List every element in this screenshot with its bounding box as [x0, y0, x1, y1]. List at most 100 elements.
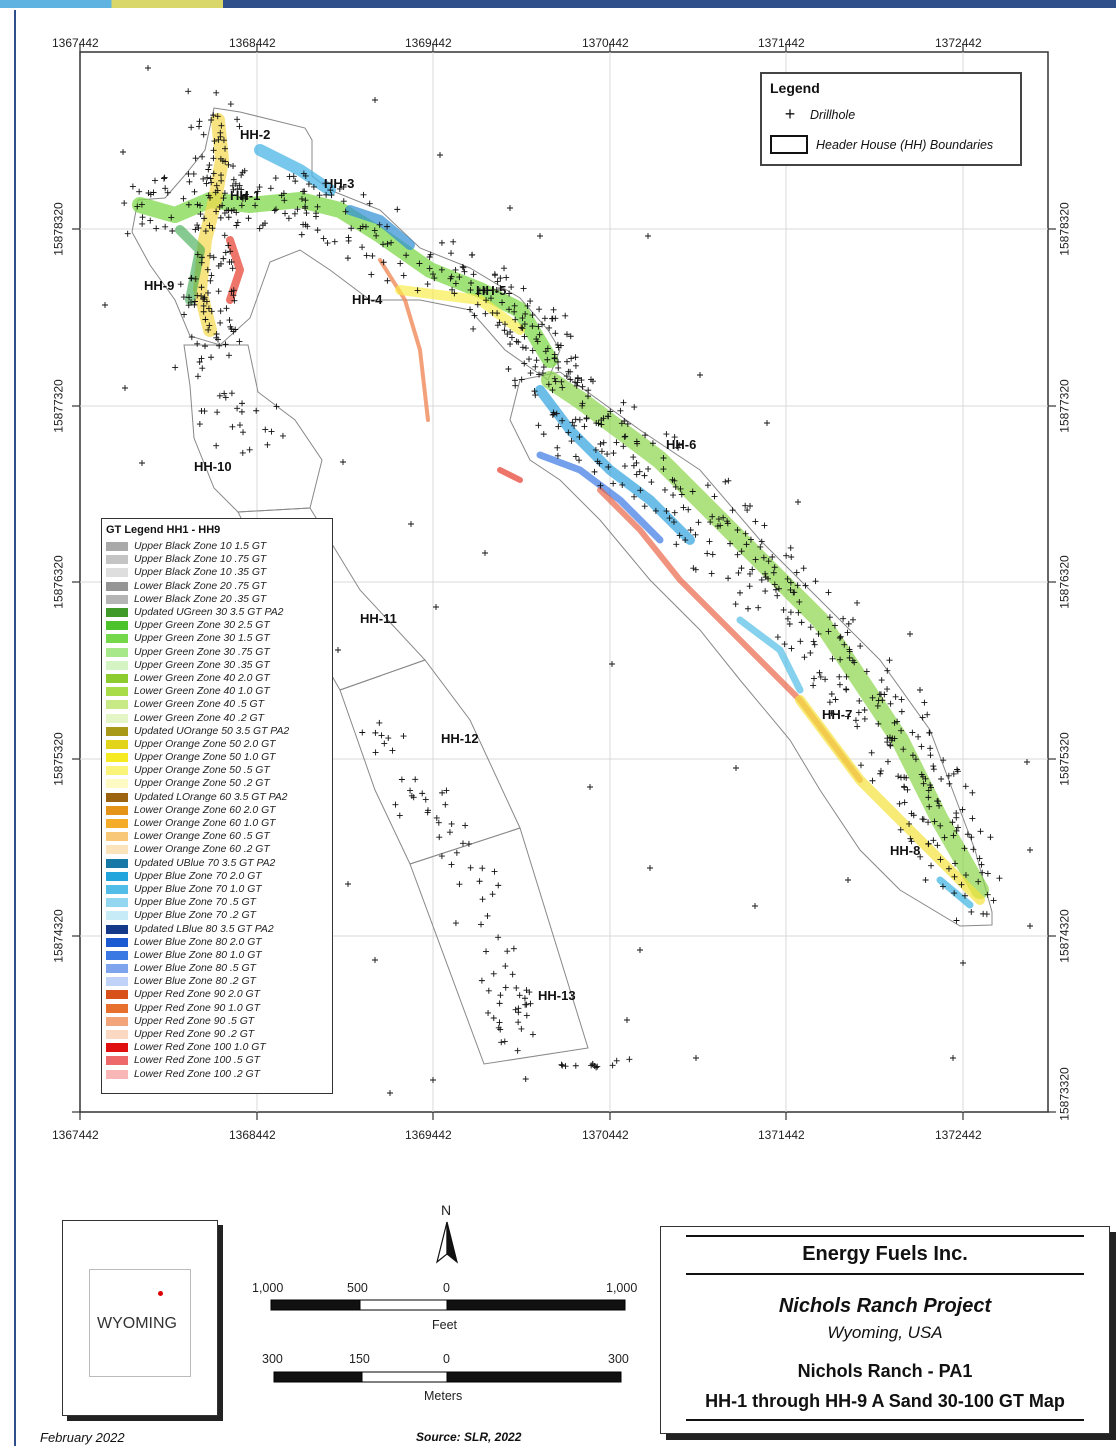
drillhole-icon [795, 609, 802, 616]
drillhole-icon [238, 172, 245, 179]
drillhole-icon [906, 820, 913, 827]
drillhole-icon [138, 201, 145, 208]
drillhole-icon [787, 579, 794, 586]
gt-legend-label: Lower Blue Zone 80 1.0 GT [134, 949, 262, 961]
drillhole-icon [596, 460, 603, 467]
drillhole-icon [507, 341, 514, 348]
drillhole-icon [970, 846, 977, 853]
drillhole-icon [262, 220, 269, 227]
gt-swatch-icon [106, 805, 128, 815]
drillhole-icon [222, 249, 229, 256]
drillhole-icon [204, 289, 211, 296]
gt-legend-item: Upper Green Zone 30 .35 GT [106, 659, 328, 672]
drillhole-icon [518, 1025, 525, 1032]
drillhole-icon [521, 321, 528, 328]
drillhole-icon [605, 413, 612, 420]
drillhole-icon [554, 444, 561, 451]
drillhole-icon [236, 422, 243, 429]
drillhole-icon [236, 182, 243, 189]
x-tick-top-3: 1369442 [405, 36, 452, 50]
gt-legend-item: Updated LBlue 80 3.5 GT PA2 [106, 922, 328, 935]
drillhole-icon [978, 861, 985, 868]
drillhole-icon [467, 287, 474, 294]
map-legend: Legend + Drillhole Header House (HH) Bou… [760, 72, 1022, 166]
drillhole-icon [389, 747, 396, 754]
drillhole-icon [578, 377, 585, 384]
drillhole-icon [535, 422, 542, 429]
drillhole-icon [926, 803, 933, 810]
drillhole-icon [707, 519, 714, 526]
drillhole-icon [529, 323, 536, 330]
drillhole-icon [213, 442, 220, 449]
drillhole-icon [359, 729, 366, 736]
drillhole-icon [811, 675, 818, 682]
scale-meters-label-3: 0 [443, 1352, 450, 1366]
gt-legend-label: Upper Green Zone 30 .35 GT [134, 659, 270, 671]
drillhole-icon [515, 339, 522, 346]
drillhole-icon [442, 801, 449, 808]
drillhole-icon [673, 541, 680, 548]
drillhole-icon [861, 707, 868, 714]
gt-legend-label: Upper Green Zone 30 1.5 GT [134, 633, 270, 645]
drillhole-icon [185, 302, 192, 309]
drillhole-icon [205, 192, 212, 199]
drillhole-icon [291, 210, 298, 217]
drillhole-icon [581, 423, 588, 430]
footer-date: February 2022 [40, 1430, 125, 1445]
drillhole-icon [281, 197, 288, 204]
drillhole-icon [518, 376, 525, 383]
gt-swatch-icon [106, 792, 128, 802]
drillhole-icon [210, 170, 217, 177]
drillhole-icon [846, 646, 853, 653]
drillhole-icon [513, 338, 520, 345]
drillhole-icon [438, 853, 445, 860]
drillhole-icon [660, 454, 667, 461]
drillhole-icon [537, 233, 543, 239]
drillhole-icon [102, 302, 108, 308]
drillhole-icon [410, 794, 417, 801]
drillhole-icon [954, 824, 961, 831]
drillhole-icon [855, 709, 862, 716]
drillhole-icon [491, 868, 498, 875]
x-tick-top-1: 1367442 [52, 36, 99, 50]
gt-legend-label: Upper Blue Zone 70 .2 GT [134, 910, 256, 922]
drillhole-icon [607, 408, 614, 415]
drillhole-icon [521, 360, 528, 367]
drillhole-icon [722, 478, 729, 485]
map-title-line-1: Nichols Ranch - PA1 [797, 1361, 973, 1381]
drillhole-icon [435, 819, 442, 826]
drillhole-icon [467, 864, 474, 871]
drillhole-icon [392, 801, 399, 808]
drillhole-icon [433, 604, 439, 610]
drillhole-icon [180, 195, 187, 202]
drillhole-icon [987, 834, 994, 841]
drillhole-icon [397, 260, 404, 267]
drillhole-icon [192, 275, 199, 282]
drillhole-icon [857, 643, 864, 650]
drillhole-icon [476, 287, 483, 294]
drillhole-icon [400, 733, 407, 740]
drillhole-icon [550, 411, 557, 418]
drillhole-icon [512, 1006, 519, 1013]
drillhole-icon [320, 235, 327, 242]
drillhole-icon [507, 328, 514, 335]
drillhole-icon [812, 578, 819, 585]
drillhole-icon [746, 570, 753, 577]
drillhole-icon [770, 569, 777, 576]
scale-feet-label-1: 1,000 [252, 1281, 284, 1295]
drillhole-icon [232, 326, 239, 333]
drillhole-icon [222, 341, 229, 348]
drillhole-icon [825, 589, 832, 596]
gt-swatch-icon [106, 884, 128, 894]
drillhole-icon [544, 356, 551, 363]
drillhole-icon [438, 266, 445, 273]
drillhole-icon [587, 784, 593, 790]
drillhole-icon [217, 260, 224, 267]
drillhole-icon [931, 818, 938, 825]
drillhole-icon [285, 215, 292, 222]
drillhole-icon [162, 185, 169, 192]
drillhole-icon [483, 297, 490, 304]
drillhole-icon [214, 187, 221, 194]
drillhole-icon [226, 317, 233, 324]
drillhole-icon [294, 206, 301, 213]
